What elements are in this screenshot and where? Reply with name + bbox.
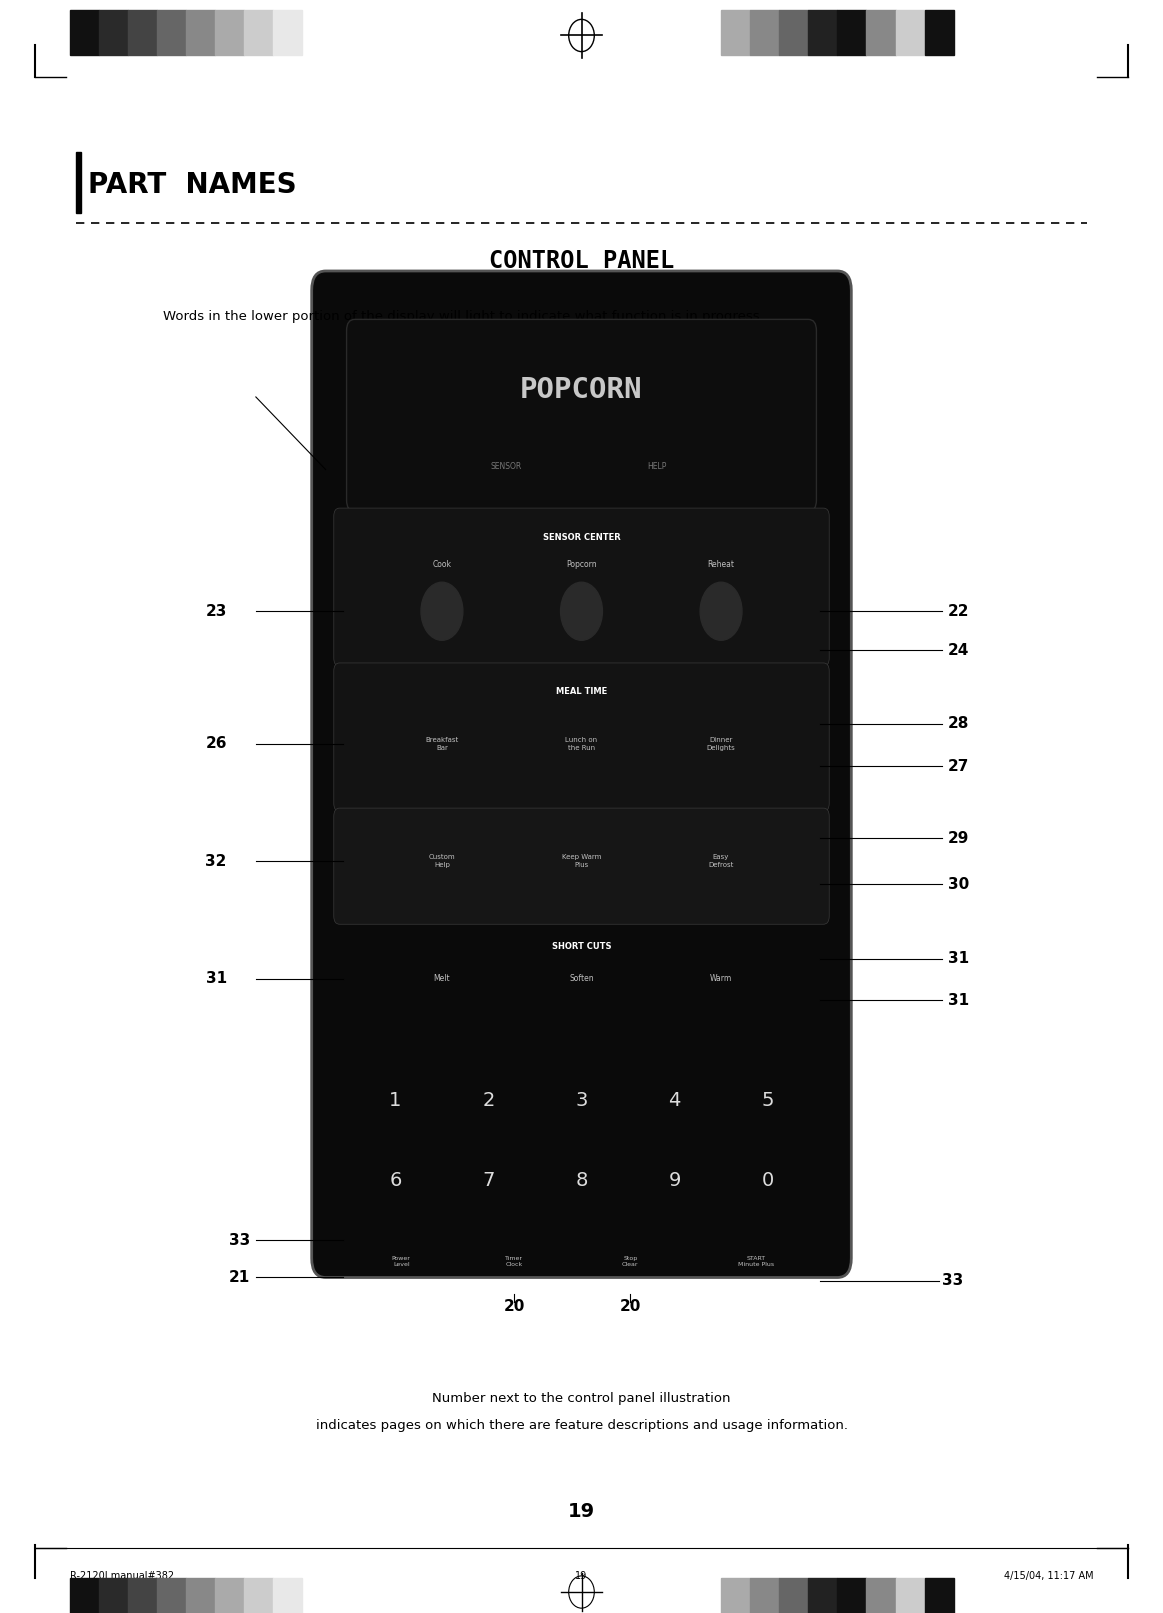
Bar [273, 1578, 302, 1613]
Text: 23: 23 [206, 603, 227, 619]
Bar [273, 10, 302, 55]
Text: Custom
Help: Custom Help [429, 855, 455, 868]
Text: R-2120J manual#382: R-2120J manual#382 [70, 1571, 174, 1581]
Text: Cook: Cook [433, 560, 451, 569]
Bar [244, 1578, 273, 1613]
Bar [837, 1578, 866, 1613]
Text: SENSOR CENTER: SENSOR CENTER [543, 532, 620, 542]
Bar [70, 10, 99, 55]
Text: 21: 21 [229, 1269, 250, 1286]
Text: 2: 2 [483, 1090, 494, 1110]
Text: 20: 20 [620, 1298, 641, 1315]
Bar [721, 10, 750, 55]
Text: 4/15/04, 11:17 AM: 4/15/04, 11:17 AM [1004, 1571, 1093, 1581]
Text: 19: 19 [568, 1502, 595, 1521]
Text: 8: 8 [576, 1171, 587, 1190]
Bar [99, 1578, 128, 1613]
Bar [721, 1578, 750, 1613]
Text: Stop
Clear: Stop Clear [622, 1257, 638, 1266]
Bar [896, 10, 925, 55]
Text: 4: 4 [669, 1090, 680, 1110]
Bar [925, 10, 954, 55]
Text: 6: 6 [390, 1171, 401, 1190]
Text: 27: 27 [948, 758, 969, 774]
Text: Dinner
Delights: Dinner Delights [707, 737, 735, 750]
Bar [157, 10, 186, 55]
Text: 24: 24 [948, 642, 969, 658]
Bar [896, 1578, 925, 1613]
Bar [128, 1578, 157, 1613]
Text: 33: 33 [942, 1273, 963, 1289]
Text: Lunch on
the Run: Lunch on the Run [565, 737, 598, 750]
Text: 1: 1 [390, 1090, 401, 1110]
Text: 19: 19 [576, 1571, 587, 1581]
FancyBboxPatch shape [334, 663, 829, 811]
Bar [750, 1578, 779, 1613]
Circle shape [700, 582, 742, 640]
Text: Number next to the control panel illustration: Number next to the control panel illustr… [433, 1392, 730, 1405]
Text: HELP: HELP [648, 461, 666, 471]
Text: Melt: Melt [434, 974, 450, 984]
Bar [70, 1578, 99, 1613]
Bar [157, 1578, 186, 1613]
Text: 5: 5 [762, 1090, 773, 1110]
Text: 32: 32 [206, 853, 227, 869]
Bar [866, 10, 896, 55]
FancyBboxPatch shape [347, 319, 816, 511]
Bar [128, 10, 157, 55]
Text: SENSOR: SENSOR [491, 461, 521, 471]
Text: Soften: Soften [569, 974, 594, 984]
Text: POPCORN: POPCORN [520, 376, 643, 403]
Text: 3: 3 [576, 1090, 587, 1110]
Bar [244, 10, 273, 55]
Text: 29: 29 [948, 831, 969, 845]
Text: 20: 20 [504, 1298, 525, 1315]
Text: Timer
Clock: Timer Clock [505, 1257, 523, 1266]
Text: indicates pages on which there are feature descriptions and usage information.: indicates pages on which there are featu… [315, 1419, 848, 1432]
Bar [808, 10, 837, 55]
Text: Words in the lower portion of the display will light to indicate what function i: Words in the lower portion of the displa… [163, 310, 764, 323]
Text: 0: 0 [762, 1171, 773, 1190]
Text: Reheat: Reheat [707, 560, 735, 569]
Text: 31: 31 [206, 971, 227, 987]
Text: 22: 22 [948, 603, 969, 619]
Text: CONTROL PANEL: CONTROL PANEL [488, 250, 675, 273]
Text: START
Minute Plus: START Minute Plus [737, 1257, 775, 1266]
Text: 31: 31 [948, 952, 969, 966]
Text: MEAL TIME: MEAL TIME [556, 687, 607, 697]
Text: Power
Level: Power Level [392, 1257, 411, 1266]
Text: 28: 28 [948, 716, 969, 731]
Bar [186, 10, 215, 55]
Text: 26: 26 [206, 736, 227, 752]
Bar [779, 10, 808, 55]
Bar [76, 152, 81, 213]
Text: 7: 7 [483, 1171, 494, 1190]
Text: 30: 30 [948, 877, 969, 892]
Bar [779, 1578, 808, 1613]
Text: Easy
Defrost: Easy Defrost [708, 855, 734, 868]
FancyBboxPatch shape [334, 808, 829, 924]
Bar [866, 1578, 896, 1613]
Text: Keep Warm
Plus: Keep Warm Plus [562, 855, 601, 868]
Bar [837, 10, 866, 55]
Circle shape [561, 582, 602, 640]
Bar [215, 1578, 244, 1613]
Text: 9: 9 [669, 1171, 680, 1190]
Text: 31: 31 [948, 992, 969, 1008]
Bar [925, 1578, 954, 1613]
Circle shape [421, 582, 463, 640]
Bar [750, 10, 779, 55]
Text: Breakfast
Bar: Breakfast Bar [426, 737, 458, 750]
FancyBboxPatch shape [312, 271, 851, 1277]
Text: Popcorn: Popcorn [566, 560, 597, 569]
Bar [808, 1578, 837, 1613]
Text: SHORT CUTS: SHORT CUTS [551, 942, 612, 952]
Text: Warm: Warm [709, 974, 733, 984]
Text: PART  NAMES: PART NAMES [88, 171, 297, 200]
FancyBboxPatch shape [334, 508, 829, 666]
Bar [99, 10, 128, 55]
Text: 33: 33 [229, 1232, 250, 1248]
Bar [186, 1578, 215, 1613]
Bar [215, 10, 244, 55]
